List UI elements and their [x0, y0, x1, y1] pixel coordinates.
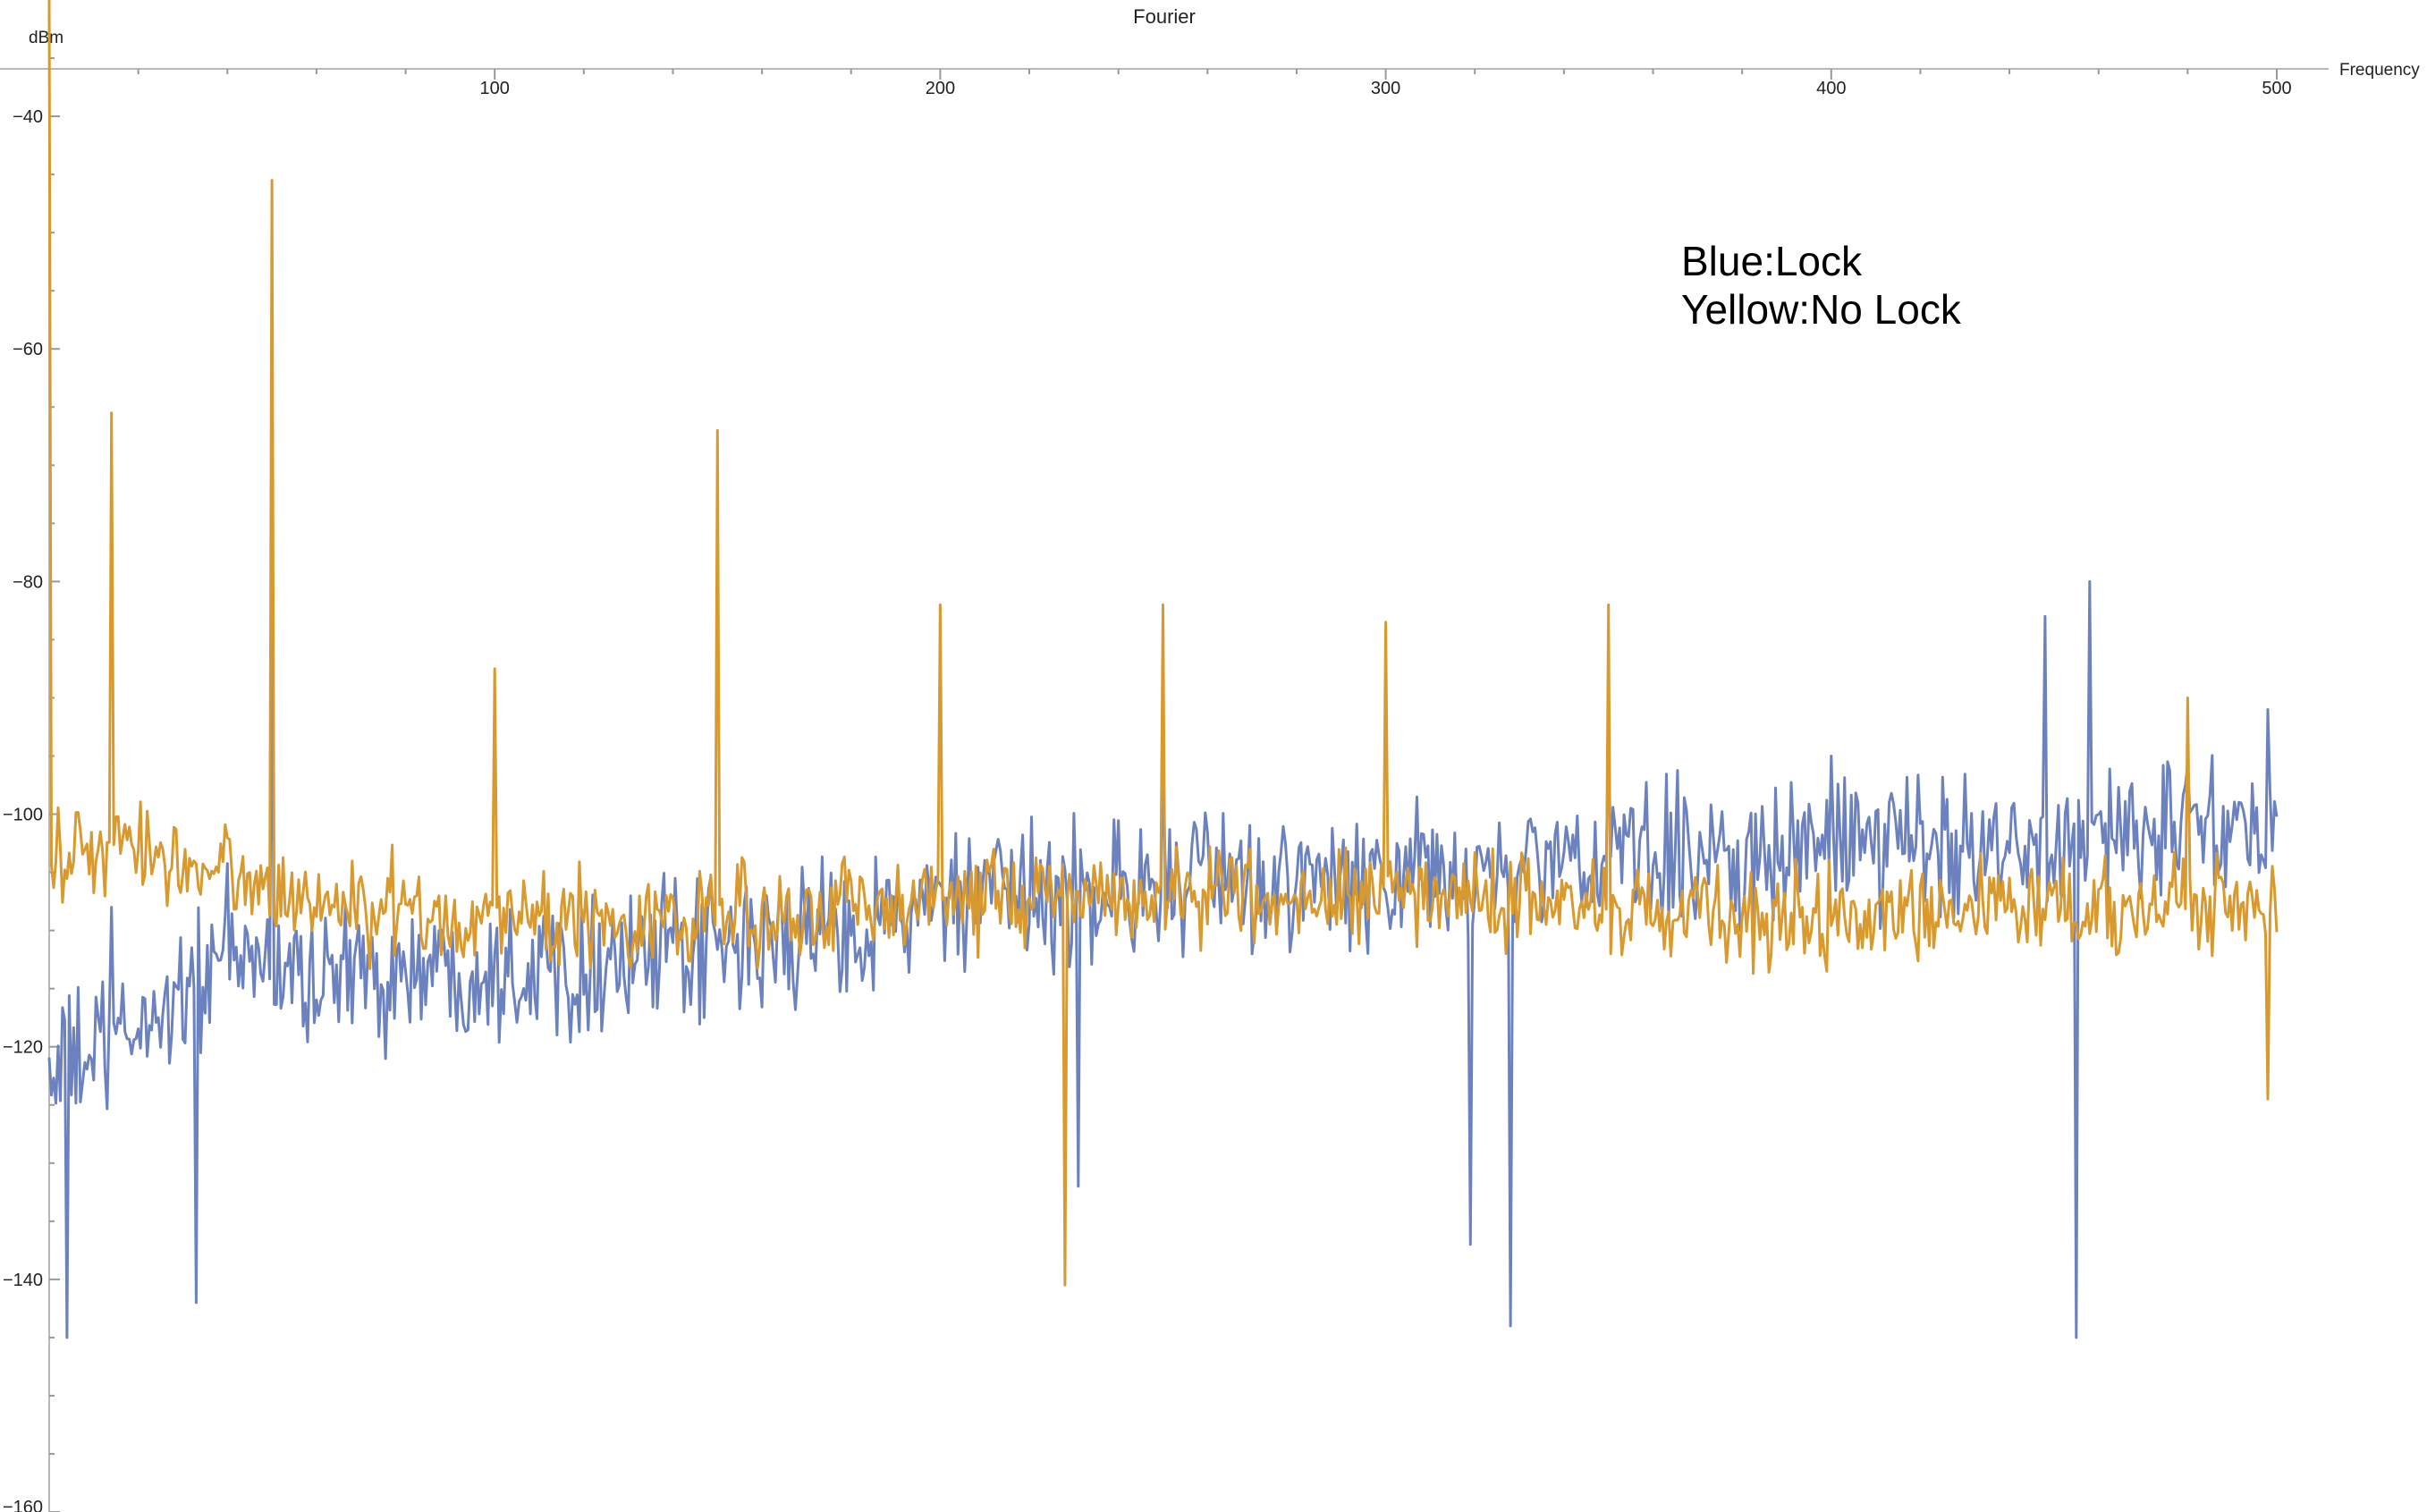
y-axis-label: dBm [29, 29, 63, 47]
y-tick-label: −120 [3, 1038, 43, 1058]
x-tick-label: 200 [926, 79, 955, 98]
series-layer [47, 0, 2279, 1339]
x-tick-label: 500 [2262, 79, 2291, 98]
legend-line-no-lock: Yellow:No Lock [1681, 286, 1962, 333]
y-tick-label: −40 [13, 107, 43, 127]
y-tick-label: −140 [3, 1271, 43, 1290]
x-axis-label: Frequency [2339, 61, 2420, 80]
x-tick-label: 100 [480, 79, 510, 98]
x-tick-label: 300 [1371, 79, 1400, 98]
y-tick-label: −160 [3, 1498, 43, 1512]
chart-title: Fourier [1133, 5, 1196, 28]
series-line-yellow [47, 0, 2279, 1287]
y-tick-label: −60 [13, 340, 43, 359]
y-tick-label: −80 [13, 572, 43, 592]
y-tick-label: −100 [3, 806, 43, 825]
x-tick-label: 400 [1816, 79, 1846, 98]
legend-line-lock: Blue:Lock [1681, 238, 1863, 284]
